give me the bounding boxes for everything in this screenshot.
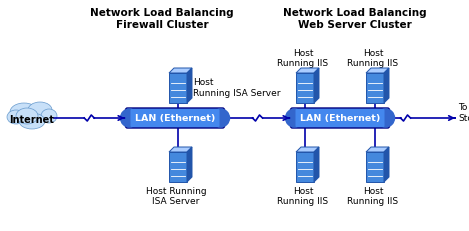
Circle shape <box>377 109 394 127</box>
Circle shape <box>121 109 138 127</box>
FancyBboxPatch shape <box>296 73 314 103</box>
Text: Host
Running IIS: Host Running IIS <box>278 49 329 68</box>
Ellipse shape <box>10 103 38 121</box>
Polygon shape <box>314 147 319 182</box>
FancyBboxPatch shape <box>366 73 384 103</box>
Polygon shape <box>169 147 192 152</box>
FancyBboxPatch shape <box>169 152 187 182</box>
Ellipse shape <box>16 108 38 124</box>
Text: Network Load Balancing
Web Server Cluster: Network Load Balancing Web Server Cluste… <box>283 8 427 30</box>
Circle shape <box>286 109 303 127</box>
FancyBboxPatch shape <box>296 152 314 182</box>
Ellipse shape <box>19 113 45 129</box>
FancyBboxPatch shape <box>366 152 384 182</box>
Ellipse shape <box>7 110 25 124</box>
Text: Host
Running IIS: Host Running IIS <box>278 187 329 207</box>
FancyBboxPatch shape <box>130 109 219 127</box>
Polygon shape <box>296 68 319 73</box>
Text: Host Running
ISA Server: Host Running ISA Server <box>146 187 206 207</box>
Text: To Data
Storage: To Data Storage <box>458 103 469 123</box>
Polygon shape <box>384 68 389 103</box>
Polygon shape <box>187 147 192 182</box>
Ellipse shape <box>41 109 57 123</box>
Polygon shape <box>296 147 319 152</box>
Polygon shape <box>366 147 389 152</box>
Text: LAN (Ethernet): LAN (Ethernet) <box>300 113 380 122</box>
Polygon shape <box>314 68 319 103</box>
Polygon shape <box>366 68 389 73</box>
Circle shape <box>212 109 229 127</box>
FancyBboxPatch shape <box>169 73 187 103</box>
Text: LAN (Ethernet): LAN (Ethernet) <box>135 113 215 122</box>
Text: Host
Running ISA Server: Host Running ISA Server <box>193 78 280 98</box>
FancyBboxPatch shape <box>126 108 225 128</box>
Text: Network Load Balancing
Firewall Cluster: Network Load Balancing Firewall Cluster <box>90 8 234 30</box>
Text: Host
Running IIS: Host Running IIS <box>348 49 399 68</box>
Polygon shape <box>384 147 389 182</box>
FancyBboxPatch shape <box>295 109 385 127</box>
Polygon shape <box>169 68 192 73</box>
Text: Internet: Internet <box>9 115 54 125</box>
FancyBboxPatch shape <box>290 108 389 128</box>
Ellipse shape <box>28 102 52 118</box>
Text: Host
Running IIS: Host Running IIS <box>348 187 399 207</box>
Polygon shape <box>187 68 192 103</box>
